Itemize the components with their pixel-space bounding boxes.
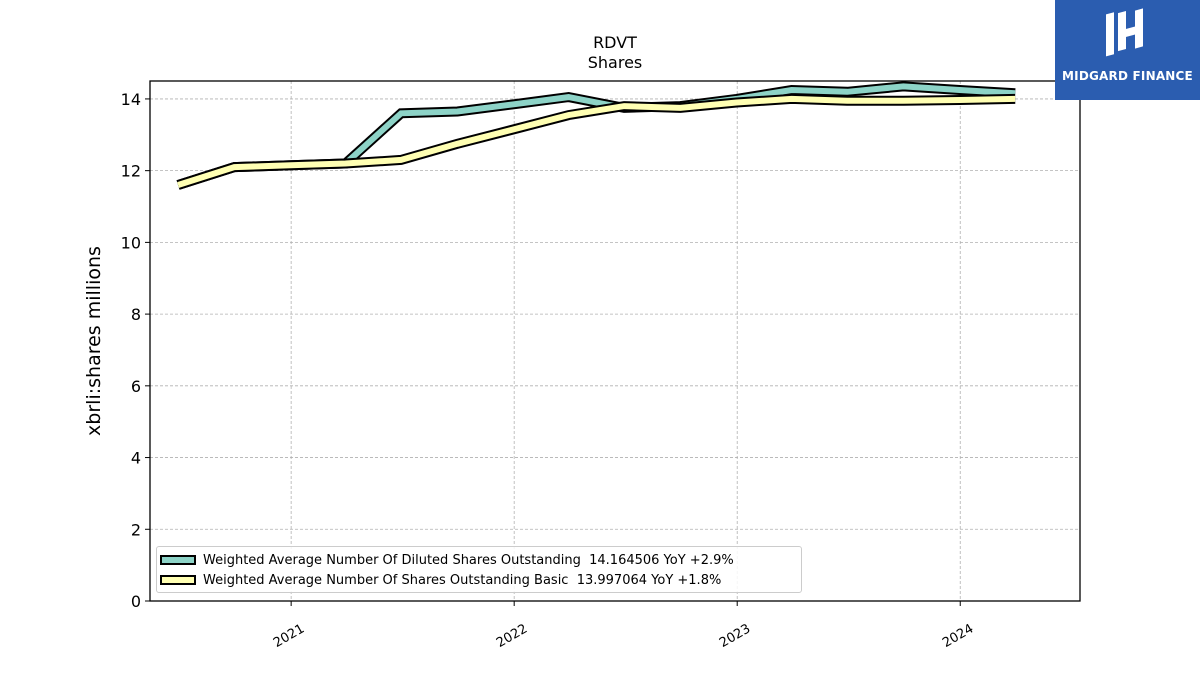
y-tick-label: 12 <box>121 162 141 181</box>
y-tick-label: 6 <box>131 377 141 396</box>
legend-item-diluted: Weighted Average Number Of Diluted Share… <box>160 550 734 570</box>
x-axis: 2021 2022 2023 2024 <box>271 601 976 651</box>
series-line <box>177 95 1016 188</box>
plot-frame <box>149 80 1081 602</box>
y-tick-label: 8 <box>131 305 141 324</box>
x-tick-label: 2024 <box>940 621 976 651</box>
series-layer <box>176 81 1016 190</box>
y-tick-label: 0 <box>131 592 141 611</box>
x-tick-label: 2023 <box>717 621 753 651</box>
series-basic <box>176 93 1016 190</box>
grid <box>150 81 1080 602</box>
legend-label-basic: Weighted Average Number Of Shares Outsta… <box>203 572 722 588</box>
y-tick-label: 2 <box>131 520 141 539</box>
legend-swatch-basic <box>160 575 196 585</box>
y-tick-label: 4 <box>131 449 141 468</box>
legend-swatch-diluted <box>160 555 196 565</box>
legend: Weighted Average Number Of Diluted Share… <box>156 546 802 593</box>
logo-mark-icon <box>1106 8 1143 57</box>
y-axis-label: xbrli:shares millions <box>83 246 105 436</box>
chart-title: RDVT <box>593 33 637 52</box>
brand-logo: MIDGARD FINANCE <box>1055 0 1200 100</box>
y-tick-label: 10 <box>121 233 141 252</box>
legend-item-basic: Weighted Average Number Of Shares Outsta… <box>160 570 721 590</box>
logo-text: MIDGARD FINANCE <box>1062 69 1193 83</box>
y-axis: 0 2 4 6 8 10 12 14 <box>121 90 150 611</box>
legend-label-diluted: Weighted Average Number Of Diluted Share… <box>203 552 734 568</box>
x-tick-label: 2022 <box>494 621 530 651</box>
y-tick-label: 14 <box>121 90 141 109</box>
x-tick-label: 2021 <box>271 621 307 651</box>
chart-subtitle: Shares <box>587 53 643 72</box>
